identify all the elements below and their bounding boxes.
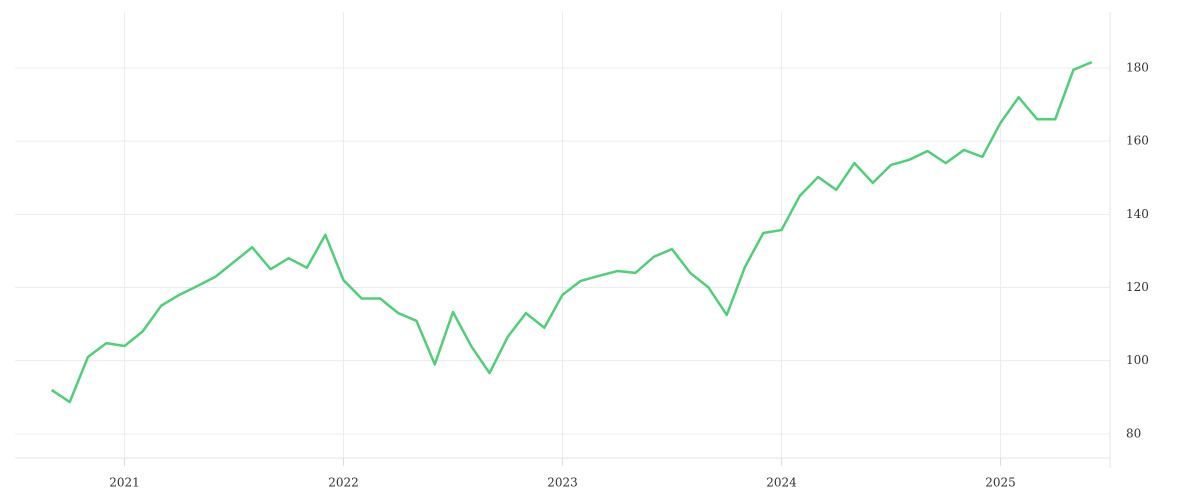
x-tick-label: 2023 [547, 476, 578, 490]
y-tick-label: 120 [1126, 280, 1149, 294]
x-tick-label: 2022 [328, 476, 359, 490]
y-tick-label: 140 [1126, 207, 1149, 221]
y-tick-label: 180 [1126, 60, 1149, 74]
line [50, 60, 1093, 404]
x-tick-label: 2021 [109, 476, 140, 490]
x-tick-label: 2024 [766, 476, 797, 490]
y-tick-label: 100 [1126, 353, 1149, 367]
y-tick-label: 80 [1126, 426, 1141, 440]
x-tick-label: 2025 [985, 476, 1016, 490]
y-tick-label: 160 [1126, 134, 1149, 148]
